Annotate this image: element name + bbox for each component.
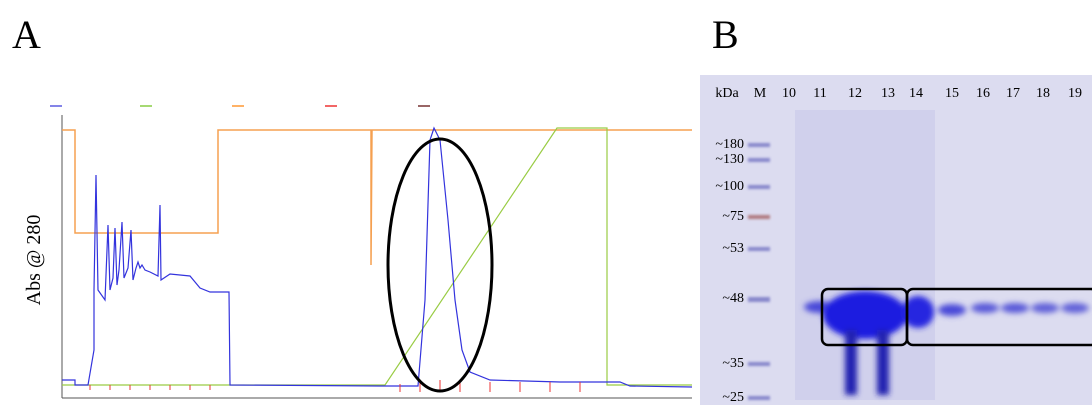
lane-label: 11 — [813, 86, 826, 101]
figure: A Abs @ 280 B — [0, 0, 1092, 405]
lane-label: 19 — [1068, 86, 1082, 101]
marker-label: ~75 — [722, 209, 744, 224]
marker-label: ~180 — [715, 137, 744, 152]
lane-label: 12 — [848, 86, 862, 101]
lane-label: M — [754, 86, 767, 101]
panel-label: A — [12, 12, 41, 57]
lane-label: 10 — [782, 86, 796, 101]
marker-label: ~130 — [715, 152, 744, 167]
lane-label: 14 — [909, 86, 923, 101]
lane-label: 16 — [976, 86, 990, 101]
y-axis-label: Abs @ 280 — [23, 215, 45, 306]
lane-label: kDa — [715, 86, 739, 101]
marker-label: ~53 — [722, 241, 744, 256]
panel-label: B — [712, 12, 739, 57]
marker-label: ~35 — [722, 356, 744, 371]
lane-label: 13 — [881, 86, 895, 101]
lane-label: 15 — [945, 86, 959, 101]
lane-label: 18 — [1036, 86, 1050, 101]
gel-image — [700, 75, 1092, 405]
chromatogram — [50, 106, 692, 398]
marker-label: ~25 — [722, 390, 744, 405]
marker-label: ~100 — [715, 179, 744, 194]
lane-label: 17 — [1006, 86, 1020, 101]
marker-label: ~48 — [722, 291, 744, 306]
